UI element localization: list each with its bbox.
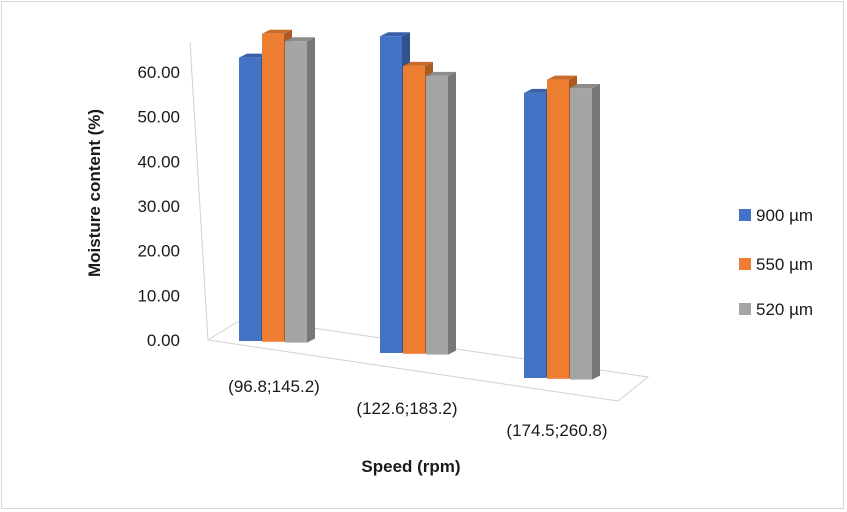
category-label: (96.8;145.2)	[228, 377, 320, 396]
bars-layer	[239, 29, 600, 380]
legend: 900 µm 550 µm 520 µm	[739, 206, 813, 319]
bar-side	[448, 71, 456, 355]
bar-top	[547, 75, 577, 80]
y-tick-label: 10.00	[137, 286, 180, 305]
floor-outline	[206, 317, 650, 402]
bar-top	[570, 84, 600, 89]
legend-label-550: 550 µm	[756, 255, 813, 274]
bar-front	[239, 57, 261, 341]
legend-swatch-550	[739, 258, 751, 270]
axes-layer	[189, 41, 650, 402]
bar	[570, 84, 600, 380]
bar-front	[547, 79, 569, 379]
bar-front	[524, 92, 546, 378]
y-tick-label: 0.00	[147, 331, 180, 350]
y-tick-label: 20.00	[137, 242, 180, 261]
y-tick-labels: 0.00 10.00 20.00 30.00 40.00 50.00 60.00	[137, 63, 180, 350]
bar-side	[592, 84, 600, 380]
legend-item-900: 900 µm	[739, 206, 813, 225]
legend-item-550: 550 µm	[739, 255, 813, 274]
bar-top	[380, 32, 410, 37]
category-label: (122.6;183.2)	[356, 399, 457, 418]
y-tick-label: 50.00	[137, 108, 180, 127]
bar-front	[380, 36, 402, 354]
bar-top	[524, 88, 554, 93]
legend-swatch-900	[739, 209, 751, 221]
category-label: (174.5;260.8)	[506, 421, 607, 440]
legend-swatch-520	[739, 303, 751, 315]
bar-side	[307, 37, 315, 343]
bar-top	[262, 29, 292, 34]
legend-label-520: 520 µm	[756, 300, 813, 319]
y-axis-line	[189, 41, 209, 341]
bar-front	[426, 75, 448, 355]
legend-item-520: 520 µm	[739, 300, 813, 319]
bar-top	[426, 71, 456, 76]
bar-front	[285, 41, 307, 343]
y-axis-title: Moisture content (%)	[85, 109, 104, 277]
bar-front	[570, 88, 592, 380]
bar	[426, 71, 456, 355]
category-labels: (96.8;145.2) (122.6;183.2) (174.5;260.8)	[228, 377, 607, 440]
bar	[285, 37, 315, 343]
bar-front	[403, 65, 425, 354]
y-tick-label: 40.00	[137, 152, 180, 171]
bar-front	[262, 33, 284, 342]
bar-top	[403, 61, 433, 66]
bar-top	[239, 53, 269, 58]
bar-top	[285, 37, 315, 42]
legend-label-900: 900 µm	[756, 206, 813, 225]
y-tick-label: 30.00	[137, 197, 180, 216]
x-axis-title: Speed (rpm)	[361, 457, 460, 476]
y-tick-label: 60.00	[137, 63, 180, 82]
